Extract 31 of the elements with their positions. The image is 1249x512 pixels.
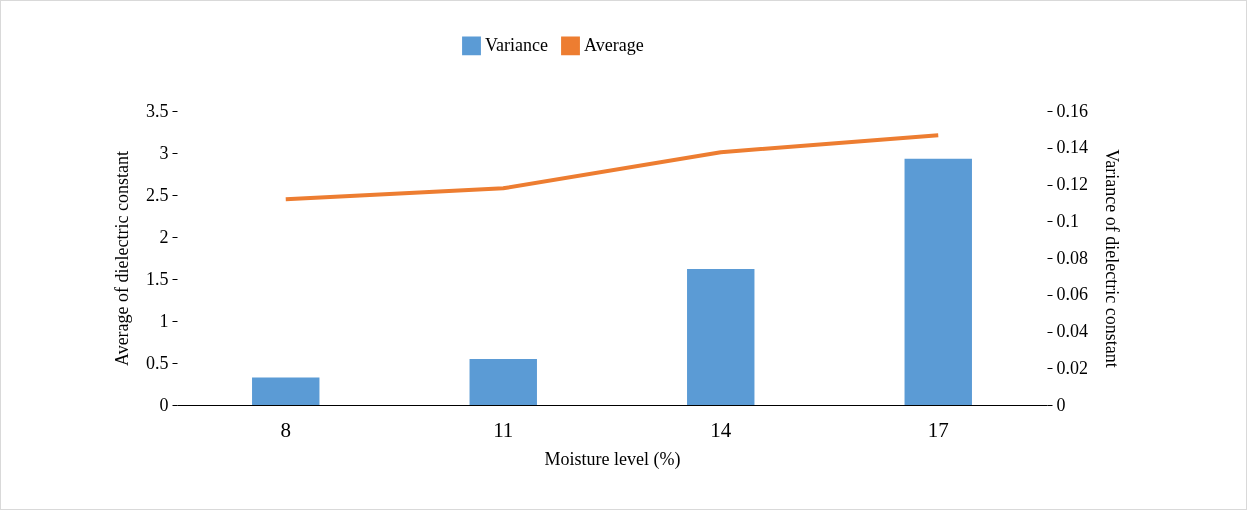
y2-tick-label: 0.02 bbox=[1056, 357, 1088, 378]
y2-axis-title: Variance of dielectric constant bbox=[1102, 149, 1122, 368]
x-tick-label: 14 bbox=[710, 417, 732, 442]
y2-tick-label: 0 bbox=[1056, 394, 1066, 415]
bar bbox=[904, 158, 972, 405]
x-tick-label: 8 bbox=[280, 417, 291, 442]
y-tick-label: 2.5 bbox=[146, 184, 169, 205]
y-tick-label: 1.5 bbox=[146, 268, 169, 289]
bar bbox=[252, 377, 320, 405]
y-tick-label: 2 bbox=[159, 226, 169, 247]
y2-tick-label: 0.06 bbox=[1056, 284, 1088, 305]
y2-tick-label: 0.16 bbox=[1056, 100, 1088, 121]
y2-tick-label: 0.12 bbox=[1056, 174, 1088, 194]
y-axis-title: Average of dielectric constant bbox=[112, 150, 132, 367]
y2-tick-label: 0.1 bbox=[1056, 210, 1079, 231]
y-tick-label: 3.5 bbox=[146, 100, 169, 121]
y-tick-label: 0 bbox=[159, 394, 169, 415]
legend-label: Average bbox=[584, 34, 644, 55]
x-axis-title: Moisture level (%) bbox=[544, 448, 681, 470]
x-tick-label: 17 bbox=[927, 417, 949, 442]
x-tick-label: 11 bbox=[493, 417, 514, 442]
line-series bbox=[283, 133, 941, 202]
legend-label: Variance bbox=[485, 34, 548, 55]
y-tick-label: 0.5 bbox=[146, 352, 169, 373]
y2-tick-label: 0.14 bbox=[1056, 137, 1088, 158]
y2-tick-label: 0.08 bbox=[1056, 247, 1088, 268]
y2-tick-label: 0.04 bbox=[1056, 321, 1088, 341]
y-tick-label: 1 bbox=[159, 310, 169, 331]
y-tick-label: 3 bbox=[159, 142, 169, 163]
bar bbox=[687, 269, 755, 405]
bar bbox=[469, 359, 537, 405]
